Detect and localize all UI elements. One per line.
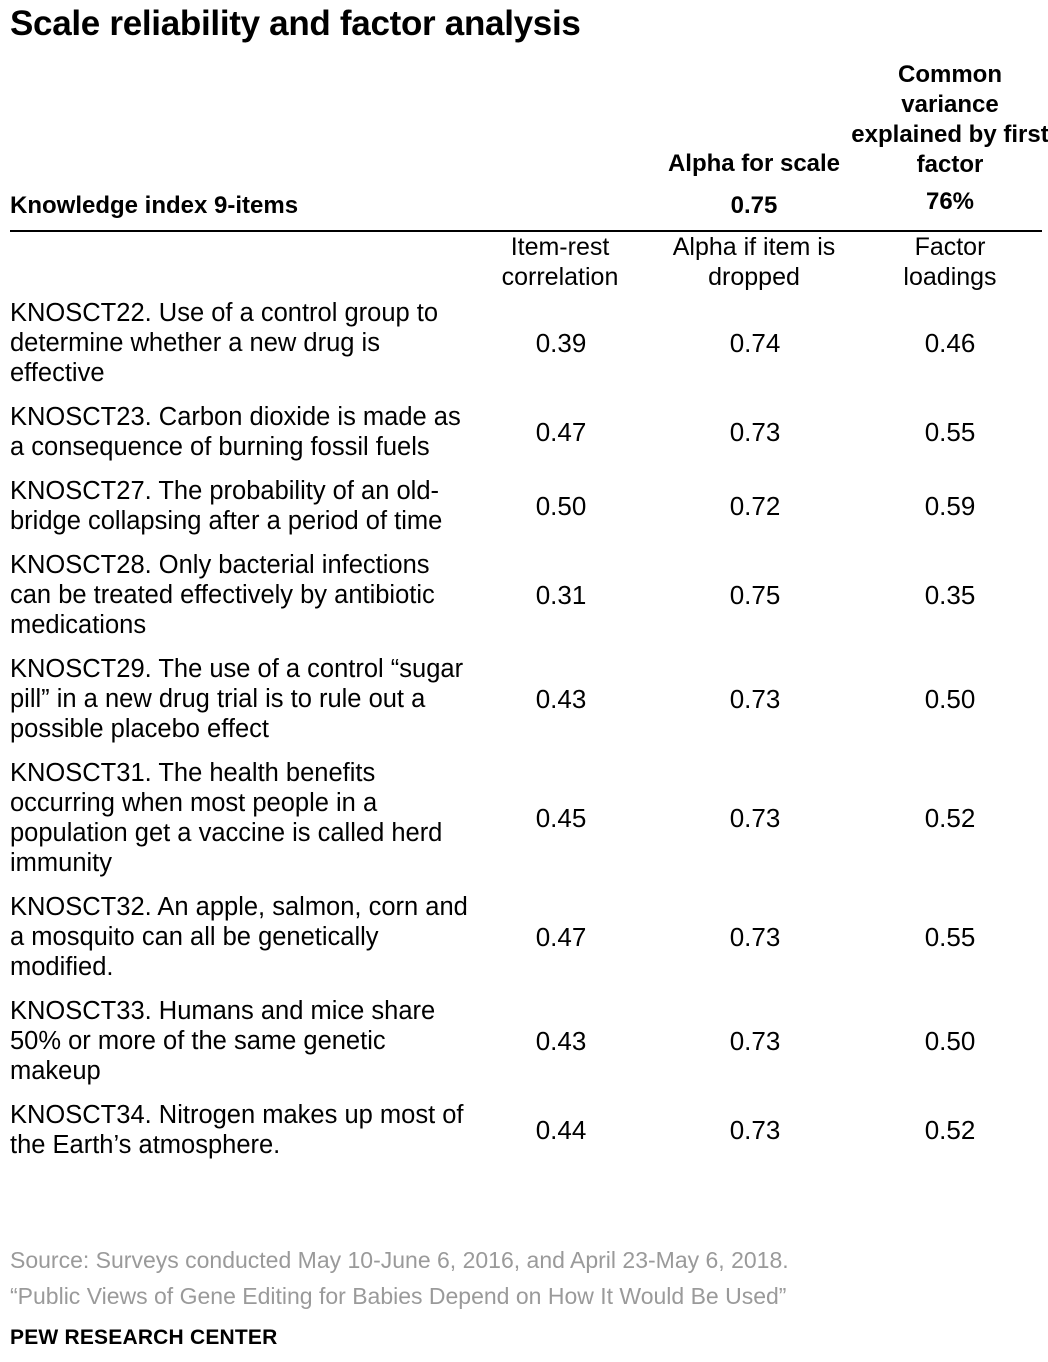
row-factor-loading: 0.55 (924, 921, 976, 952)
row-item-rest: 0.45 (535, 802, 587, 833)
header-divider (10, 230, 1042, 232)
variance-header: Common variance explained by first facto… (851, 61, 1048, 178)
table-row: KNOSCT34. Nitrogen makes up most of the … (10, 1100, 1042, 1160)
row-factor-loading: 0.52 (924, 802, 976, 833)
brand-logo-text: PEW RESEARCH CENTER (10, 1326, 278, 1349)
report-title: “Public Views of Gene Editing for Babies… (10, 1283, 787, 1309)
row-item-text: KNOSCT33. Humans and mice share 50% or m… (10, 997, 436, 1085)
alpha-scale-value: 0.75 (730, 192, 778, 219)
row-factor-loading: 0.59 (924, 490, 976, 521)
row-item-rest: 0.39 (535, 327, 587, 358)
table-row: KNOSCT33. Humans and mice share 50% or m… (10, 996, 1042, 1086)
row-factor-loading: 0.55 (924, 416, 976, 447)
row-item-text: KNOSCT23. Carbon dioxide is made as a co… (10, 403, 461, 461)
table-row: KNOSCT27. The probability of an old-brid… (10, 476, 1042, 536)
row-item-rest: 0.31 (535, 579, 587, 610)
row-factor-loading: 0.52 (924, 1114, 976, 1145)
row-item-rest: 0.43 (535, 683, 587, 714)
row-alpha-dropped: 0.73 (729, 802, 781, 833)
row-item-text: KNOSCT28. Only bacterial infections can … (10, 551, 435, 639)
variance-value: 76% (925, 188, 975, 215)
row-item-rest: 0.47 (535, 921, 587, 952)
source-text: Source: Surveys conducted May 10-June 6,… (10, 1247, 789, 1273)
table-row: KNOSCT28. Only bacterial infections can … (10, 550, 1042, 640)
column-header-factor-loadings: Factor loadings (903, 233, 997, 291)
alpha-scale-header: Alpha for scale (667, 150, 841, 177)
row-alpha-dropped: 0.73 (729, 1114, 781, 1145)
page-title: Scale reliability and factor analysis (10, 4, 581, 43)
row-factor-loading: 0.50 (924, 1025, 976, 1056)
row-alpha-dropped: 0.74 (729, 327, 781, 358)
row-item-text: KNOSCT31. The health benefits occurring … (10, 759, 443, 877)
row-item-rest: 0.50 (535, 490, 587, 521)
row-alpha-dropped: 0.73 (729, 921, 781, 952)
row-alpha-dropped: 0.72 (729, 490, 781, 521)
table-row: KNOSCT22. Use of a control group to dete… (10, 298, 1042, 388)
column-header-alpha-dropped: Alpha if item is dropped (672, 233, 836, 291)
table-row: KNOSCT23. Carbon dioxide is made as a co… (10, 402, 1042, 462)
row-item-rest: 0.43 (535, 1025, 587, 1056)
row-item-text: KNOSCT27. The probability of an old-brid… (10, 477, 443, 535)
row-item-rest: 0.47 (535, 416, 587, 447)
row-item-text: KNOSCT29. The use of a control “sugar pi… (10, 655, 464, 743)
table-row: KNOSCT31. The health benefits occurring … (10, 758, 1042, 878)
row-factor-loading: 0.50 (924, 683, 976, 714)
row-item-text: KNOSCT32. An apple, salmon, corn and a m… (10, 893, 468, 981)
table-row: KNOSCT32. An apple, salmon, corn and a m… (10, 892, 1042, 982)
row-item-text: KNOSCT22. Use of a control group to dete… (10, 299, 439, 387)
column-header-item-rest: Item-rest correlation (501, 233, 619, 291)
row-factor-loading: 0.35 (924, 579, 976, 610)
row-alpha-dropped: 0.75 (729, 579, 781, 610)
source-note: Source: Surveys conducted May 10-June 6,… (10, 1242, 789, 1314)
scale-label: Knowledge index 9-items (10, 192, 299, 219)
row-alpha-dropped: 0.73 (729, 1025, 781, 1056)
row-alpha-dropped: 0.73 (729, 416, 781, 447)
row-item-rest: 0.44 (535, 1114, 587, 1145)
row-alpha-dropped: 0.73 (729, 683, 781, 714)
row-factor-loading: 0.46 (924, 327, 976, 358)
table-body: KNOSCT22. Use of a control group to dete… (10, 298, 1042, 1174)
row-item-text: KNOSCT34. Nitrogen makes up most of the … (10, 1101, 464, 1159)
table-row: KNOSCT29. The use of a control “sugar pi… (10, 654, 1042, 744)
